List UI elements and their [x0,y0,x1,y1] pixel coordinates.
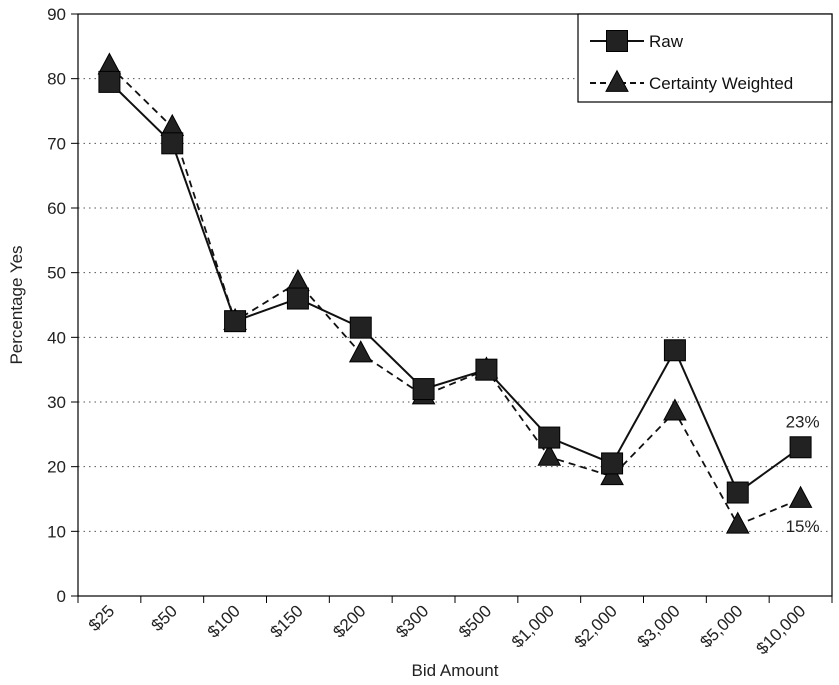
series-line-raw [108,81,802,495]
y-tick-label: 50 [47,264,66,283]
legend-item: Certainty Weighted [590,69,793,93]
legend-square-marker [606,30,628,52]
legend: Raw Certainty Weighted [577,13,833,103]
annotations: 23% 15% [786,412,820,536]
x-tick-label: $5,000 [696,601,746,651]
y-tick-label: 60 [47,199,66,218]
x-axis-title: Bid Amount [412,661,499,680]
legend-triangle-marker [605,69,629,92]
y-tick-label: 10 [47,522,66,541]
x-tick-label: $150 [267,601,307,641]
y-tick-label: 30 [47,393,66,412]
y-axis-ticks: 0 10 20 30 40 50 60 70 80 90 [47,5,78,606]
x-tick-label: $300 [392,601,432,641]
legend-label: Raw [649,32,684,51]
y-tick-label: 90 [47,5,66,24]
series-line-certainty-weighted [108,65,801,527]
x-tick-label: $25 [85,601,118,634]
point-triangle [537,443,562,466]
point-square [224,310,247,333]
x-tick-label: $3,000 [634,601,684,651]
x-tick-label: $100 [204,601,244,641]
x-tick-label: $500 [455,601,495,641]
x-tick-label: $2,000 [571,601,621,651]
annotation-label: 23% [786,412,820,431]
y-axis-title: Percentage Yes [7,245,26,364]
plot-area-frame [77,13,833,597]
point-square [726,481,749,504]
legend-item: Raw [590,30,684,52]
point-triangle [725,511,750,534]
x-axis-ticks: $25 $50 $100 $150 $200 $300 $500 $1,000 $2,000 $3… [77,596,833,658]
point-square [412,378,435,401]
point-triangle [348,340,373,363]
annotation-label: 15% [786,517,820,536]
gridlines [78,78,832,532]
x-tick-label: $10,000 [753,601,810,658]
point-square [475,358,498,381]
point-square [161,132,184,155]
series-raw [98,70,812,504]
point-square [286,287,309,310]
x-tick-label: $200 [329,601,369,641]
y-tick-label: 70 [47,134,66,153]
point-square [601,452,624,475]
x-tick-label: $50 [148,601,181,634]
y-tick-label: 20 [47,458,66,477]
y-tick-label: 0 [57,587,66,606]
point-square [789,436,812,459]
series-certainty-weighted [97,52,813,534]
y-tick-label: 80 [47,70,66,89]
point-square [663,339,686,362]
point-triangle [788,485,813,508]
point-square [538,426,561,449]
series-group [97,52,813,534]
point-square [349,316,372,339]
legend-label: Certainty Weighted [649,74,793,93]
y-tick-label: 40 [47,328,66,347]
x-tick-label: $1,000 [508,601,558,651]
point-triangle [663,398,687,421]
point-square [98,70,121,93]
